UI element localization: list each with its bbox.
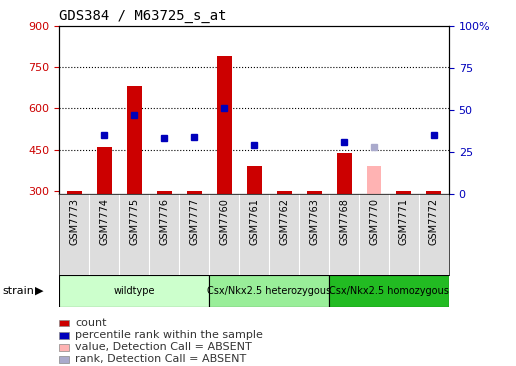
Text: GSM7760: GSM7760 [219,198,229,245]
Text: strain: strain [3,286,35,296]
Text: GSM7777: GSM7777 [189,198,199,245]
Bar [97,147,112,194]
Bar [336,153,351,194]
Bar [67,191,82,194]
Bar [59,344,69,351]
Text: GSM7762: GSM7762 [279,198,289,245]
Text: GSM7768: GSM7768 [339,198,349,245]
Bar [59,356,69,363]
Text: GSM7776: GSM7776 [159,198,169,245]
Text: Csx/Nkx2.5 heterozygous: Csx/Nkx2.5 heterozygous [207,286,331,296]
Text: wildtype: wildtype [114,286,155,296]
Bar [329,274,449,307]
Text: GSM7761: GSM7761 [249,198,259,245]
Text: GSM7775: GSM7775 [130,198,139,245]
Text: count: count [75,318,106,328]
Text: rank, Detection Call = ABSENT: rank, Detection Call = ABSENT [75,354,246,365]
Text: GSM7770: GSM7770 [369,198,379,245]
Bar [59,274,209,307]
Bar [277,191,292,194]
Text: percentile rank within the sample: percentile rank within the sample [75,330,263,340]
Text: GSM7771: GSM7771 [399,198,409,245]
Bar [426,191,441,194]
Bar [217,56,232,194]
Bar [59,320,69,326]
Bar [247,167,262,194]
Text: ▶: ▶ [35,286,43,296]
Text: GSM7772: GSM7772 [429,198,439,245]
Text: GDS384 / M63725_s_at: GDS384 / M63725_s_at [59,9,227,23]
Bar [396,191,411,194]
Text: Csx/Nkx2.5 homozygous: Csx/Nkx2.5 homozygous [329,286,449,296]
Text: GSM7773: GSM7773 [69,198,79,245]
Bar [307,191,321,194]
Bar [59,332,69,339]
Bar [157,191,172,194]
Text: GSM7763: GSM7763 [309,198,319,245]
Text: value, Detection Call = ABSENT: value, Detection Call = ABSENT [75,342,252,352]
Bar [209,274,329,307]
Text: GSM7774: GSM7774 [99,198,109,245]
Bar [366,167,381,194]
Bar [127,86,142,194]
Bar [187,191,202,194]
